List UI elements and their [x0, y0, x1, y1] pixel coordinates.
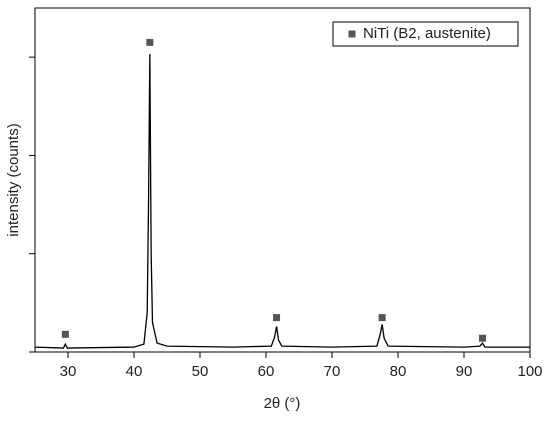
x-axis-label: 2θ (°): [264, 395, 301, 412]
legend-box: [332, 21, 519, 47]
x-tick-label: 40: [126, 363, 143, 380]
x-tick-label: 30: [60, 363, 77, 380]
x-tick-label: 60: [258, 363, 275, 380]
peak-marker: [478, 334, 486, 342]
x-tick-label: 80: [390, 363, 407, 380]
legend-label: NiTi (B2, austenite): [363, 25, 491, 42]
x-tick-label: 100: [517, 363, 542, 380]
x-tick-label: 50: [192, 363, 209, 380]
x-tick-label: 70: [324, 363, 341, 380]
peak-marker: [146, 38, 154, 46]
y-axis-label: intensity (counts): [5, 123, 22, 236]
peak-marker: [378, 314, 386, 322]
legend-marker: [348, 30, 356, 38]
pattern-line: [34, 54, 530, 349]
x-tick-label: 90: [456, 363, 473, 380]
plot-frame: [34, 7, 531, 353]
peak-marker: [273, 314, 281, 322]
peak-marker: [61, 330, 69, 338]
